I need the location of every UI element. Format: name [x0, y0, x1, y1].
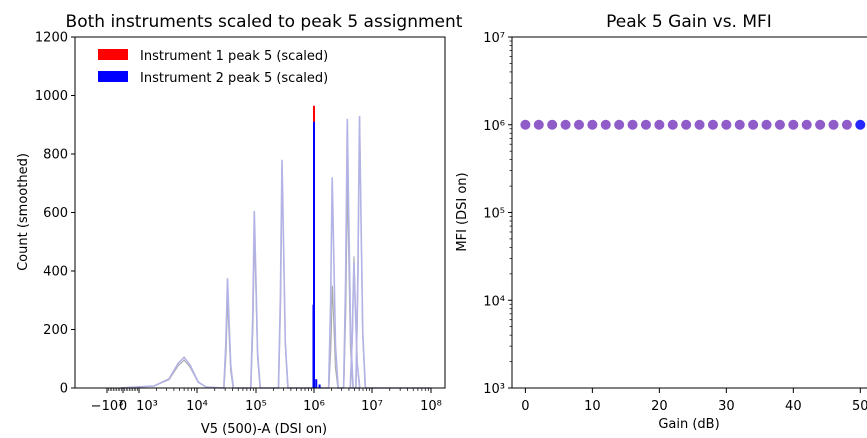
- scatter-x-ticks: 0 10 20 30 40 50: [521, 388, 867, 414]
- histogram-x-tick-label: 10³: [136, 399, 158, 414]
- legend-label-instrument-2: Instrument 2 peak 5 (scaled): [140, 71, 328, 86]
- scatter-points: [520, 119, 866, 130]
- legend-swatch-instrument-2: [98, 71, 128, 82]
- histogram-y-tick-label: 1000: [35, 89, 68, 104]
- scatter-point: [681, 119, 692, 130]
- histogram-y-ticks: 0 200 400 600 800 1000 1200: [35, 31, 75, 397]
- scatter-point: [560, 119, 571, 130]
- histogram-x-tick-label: 10⁵: [245, 399, 267, 414]
- histogram-y-tick-label: 600: [43, 206, 68, 221]
- scatter-point: [841, 119, 852, 130]
- histogram-x-tick-label: 10⁷: [361, 399, 383, 414]
- histogram-y-tick-label: 200: [43, 323, 68, 338]
- scatter-point: [573, 119, 584, 130]
- histogram-x-label: V5 (500)-A (DSI on): [201, 422, 327, 437]
- scatter-point: [694, 119, 705, 130]
- scatter-point: [815, 119, 826, 130]
- scatter-point: [788, 119, 799, 130]
- scatter-point: [587, 119, 598, 130]
- peak5-bar: [312, 304, 315, 388]
- scatter-point: [774, 119, 785, 130]
- scatter-y-tick-label: 10⁵: [483, 207, 505, 222]
- scatter-x-tick-label: 40: [785, 399, 802, 414]
- histogram-x-tick-label: 10⁴: [186, 399, 208, 414]
- scatter-y-tick-label: 10⁶: [483, 119, 505, 134]
- histogram-y-tick-label: 800: [43, 148, 68, 163]
- scatter-x-label: Gain (dB): [658, 417, 719, 432]
- scatter-y-ticks: 10³ 10⁴ 10⁵ 10⁶ 10⁷: [483, 31, 512, 397]
- scatter-y-tick-label: 10³: [483, 382, 505, 397]
- scatter-point: [721, 119, 732, 130]
- scatter-point: [667, 119, 678, 130]
- scatter-point: [748, 119, 759, 130]
- scatter-point: [734, 119, 745, 130]
- scatter-point: [654, 119, 665, 130]
- histogram-y-label: Count (smoothed): [16, 153, 31, 271]
- scatter-point: [801, 119, 812, 130]
- legend-label-instrument-1: Instrument 1 peak 5 (scaled): [140, 49, 328, 64]
- scatter-point: [533, 119, 544, 130]
- scatter-point: [627, 119, 638, 130]
- peak5-bars: [312, 105, 321, 389]
- histogram-x-tick-label: −10³: [91, 399, 124, 414]
- scatter-y-tick-label: 10⁴: [483, 294, 505, 309]
- background-peaks: [119, 115, 431, 389]
- scatter-point: [828, 119, 839, 130]
- histogram-panel: Both instruments scaled to peak 5 assign…: [16, 12, 463, 437]
- peak5-bar: [318, 384, 321, 388]
- histogram-x-tick-label: 10⁶: [303, 399, 325, 414]
- scatter-axes: [511, 36, 867, 389]
- scatter-x-tick-label: 50: [852, 399, 867, 414]
- legend-swatch-instrument-1: [98, 49, 128, 60]
- scatter-point: [600, 119, 611, 130]
- histogram-x-tick-label: 10⁸: [420, 399, 442, 414]
- histogram-y-tick-label: 400: [43, 265, 68, 280]
- scatter-y-tick-label: 10⁷: [483, 31, 505, 46]
- scatter-x-tick-label: 30: [718, 399, 735, 414]
- scatter-point: [547, 119, 558, 130]
- scatter-point: [707, 119, 718, 130]
- histogram-y-tick-label: 0: [60, 382, 68, 397]
- scatter-x-tick-label: 0: [521, 399, 529, 414]
- instrument-2-background-trace: [119, 115, 431, 389]
- scatter-point: [855, 119, 866, 130]
- histogram-x-tick-label: 0: [119, 399, 127, 414]
- scatter-point: [614, 119, 625, 130]
- scatter-y-label: MFI (DSI on): [455, 172, 470, 251]
- histogram-frame: [74, 36, 446, 389]
- histogram-title: Both instruments scaled to peak 5 assign…: [66, 12, 463, 32]
- histogram-legend: Instrument 1 peak 5 (scaled) Instrument …: [98, 49, 328, 86]
- scatter-x-tick-label: 10: [584, 399, 601, 414]
- scatter-title: Peak 5 Gain vs. MFI: [606, 12, 772, 32]
- peak5-bar: [315, 379, 318, 388]
- scatter-point: [761, 119, 772, 130]
- instrument-1-background-trace: [119, 115, 431, 389]
- scatter-point: [640, 119, 651, 130]
- scatter-panel: Peak 5 Gain vs. MFI 0 10 20 30 40 50 10³10⁴10…: [455, 12, 867, 432]
- peak5-bar: [313, 121, 315, 388]
- scatter-x-tick-label: 20: [651, 399, 668, 414]
- histogram-y-tick-label: 1200: [35, 31, 68, 46]
- scatter-point: [520, 119, 531, 130]
